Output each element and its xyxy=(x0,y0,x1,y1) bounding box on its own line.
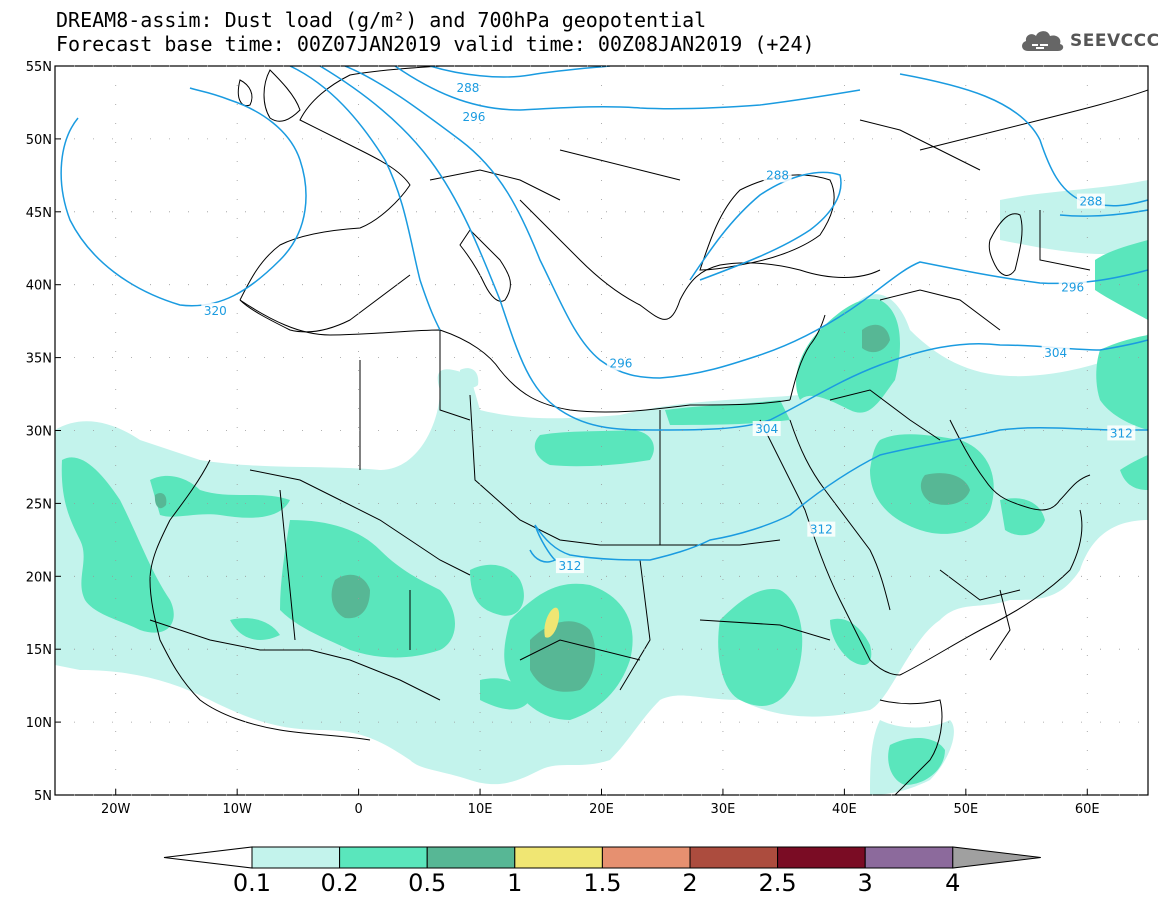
colorbar-swatch xyxy=(514,846,603,869)
contour-label: 296 xyxy=(463,110,486,124)
contour-labels: 288 296 288 288 320 296 296 304 304 312 312 312 xyxy=(201,79,1136,574)
contour-label: 288 xyxy=(766,168,789,182)
colorbar-label: 2.5 xyxy=(759,869,797,897)
colorbar-label: 4 xyxy=(945,869,960,897)
colorbar: 0.1 0.2 0.5 1 1.5 2 2.5 3 4 xyxy=(163,846,1041,897)
lat-tick-label: 20N xyxy=(26,570,52,585)
colorbar-label: 1 xyxy=(507,869,522,897)
contour-label-bg xyxy=(763,167,792,183)
contour-label-bg xyxy=(1058,279,1087,295)
colorbar-swatch xyxy=(864,846,954,869)
lat-tick-label: 10N xyxy=(26,716,52,731)
contour-label-bg xyxy=(201,302,230,318)
dust-level-0.1 xyxy=(55,180,1148,795)
colorbar-swatch xyxy=(251,846,341,869)
colorbar-swatch xyxy=(689,846,779,869)
contour-label-bg xyxy=(555,558,584,574)
lat-tick-label: 5N xyxy=(34,789,52,804)
contour-label: 288 xyxy=(456,81,479,95)
colorbar-label: 2 xyxy=(682,869,697,897)
dust-level-1 xyxy=(544,607,560,638)
lat-tick-label: 55N xyxy=(26,60,52,75)
contour-label-bg xyxy=(752,421,781,437)
contour-label-bg xyxy=(1041,345,1070,361)
lat-tick-label: 25N xyxy=(26,497,52,512)
contour-label: 296 xyxy=(609,356,632,370)
colorbar-swatch xyxy=(339,846,428,869)
colorbar-label: 0.5 xyxy=(408,869,446,897)
contour-label: 304 xyxy=(755,422,778,436)
colorbar-max-arrow xyxy=(952,846,1041,869)
title-line-1: DREAM8-assim: Dust load (g/m²) and 700hP… xyxy=(56,8,707,32)
contour-label: 312 xyxy=(1110,426,1133,440)
lat-tick-label: 30N xyxy=(26,425,52,440)
contour-label-bg xyxy=(459,109,488,125)
contour-label-bg xyxy=(606,355,635,371)
lat-tick-label: 45N xyxy=(26,206,52,221)
contour-label-bg xyxy=(453,79,482,95)
lon-tick-label: 50E xyxy=(953,802,978,817)
lon-tick-label: 20W xyxy=(101,802,131,817)
seevccc-logo: SEEVCCC xyxy=(1018,26,1160,56)
cloud-icon xyxy=(1022,31,1064,51)
lon-tick-label: 60E xyxy=(1075,802,1100,817)
colorbar-swatch xyxy=(601,846,691,869)
colorbar-label: 0.2 xyxy=(321,869,359,897)
dust-shading xyxy=(55,180,1148,795)
colorbar-swatch xyxy=(777,846,866,869)
title-line-2: Forecast base time: 00Z07JAN2019 valid t… xyxy=(56,32,815,56)
geopotential-contours xyxy=(60,66,1148,563)
lon-tick-label: 10W xyxy=(222,802,252,817)
contour-label: 312 xyxy=(558,559,581,573)
colorbar-swatch xyxy=(426,846,516,869)
colorbar-label: 3 xyxy=(858,869,873,897)
contour-label-bg xyxy=(807,521,836,537)
contour-label: 304 xyxy=(1044,346,1067,360)
contour-label: 312 xyxy=(810,523,833,537)
lon-tick-label: 10E xyxy=(468,802,493,817)
lat-tick-label: 50N xyxy=(26,133,52,148)
lon-tick-label: 20E xyxy=(589,802,614,817)
coastlines xyxy=(149,66,1148,795)
axis-ticks: 20W 10W 0 10E 20E 30E 40E 50E 60E 55N 50N 45N 40N 35N… xyxy=(26,60,1100,817)
contour-label: 320 xyxy=(204,304,227,318)
contour-label-bg xyxy=(1076,193,1105,209)
colorbar-label: 1.5 xyxy=(583,869,621,897)
lat-tick-label: 35N xyxy=(26,352,52,367)
lon-tick-label: 30E xyxy=(711,802,736,817)
lat-tick-label: 40N xyxy=(26,279,52,294)
dust-level-0.2 xyxy=(61,240,1148,785)
contour-label-bg xyxy=(1107,425,1136,441)
colorbar-min-arrow xyxy=(163,846,253,869)
dust-level-0.5 xyxy=(154,324,970,692)
contour-label: 288 xyxy=(1079,195,1102,209)
colorbar-label: 0.1 xyxy=(233,869,271,897)
lat-tick-label: 15N xyxy=(26,643,52,658)
contour-label: 296 xyxy=(1061,281,1084,295)
logo-text: SEEVCCC xyxy=(1070,31,1160,51)
lon-tick-label: 0 xyxy=(354,802,362,817)
lon-tick-label: 40E xyxy=(832,802,857,817)
